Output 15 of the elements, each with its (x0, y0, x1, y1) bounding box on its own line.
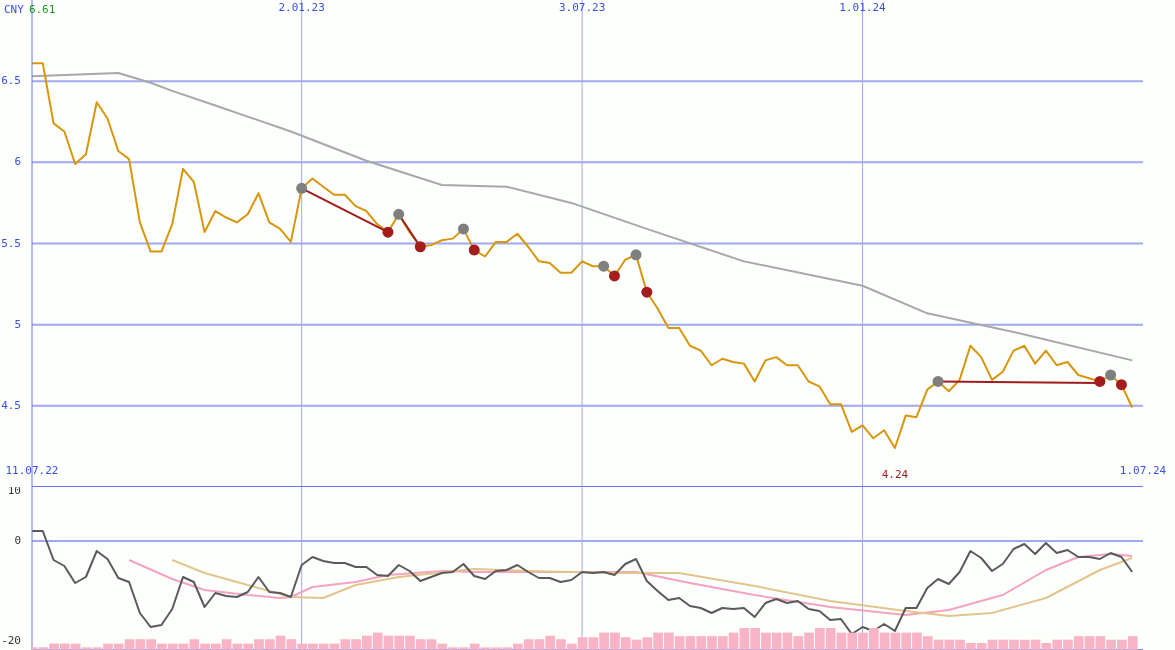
annotation: 6.61 (28, 3, 56, 16)
x-tick-label: 1.07.24 (1119, 464, 1167, 477)
y-tick-label: 6 (14, 155, 21, 169)
x2-tick-label: 1.01.24 (839, 0, 887, 14)
y-tick-label: 4.5 (1, 398, 21, 412)
x-tick-label: 11.07.22 (5, 464, 59, 477)
x2-tick-label: 3.07.23 (558, 0, 606, 14)
y-axis-title: CNY (4, 3, 24, 16)
y-tick-label: 5 (14, 317, 21, 331)
annotation: 4.24 (881, 467, 909, 481)
y-tick-label: 6.5 (1, 74, 21, 88)
x2-tick-label: 2.01.23 (278, 0, 325, 14)
y-tick-label: -20 (1, 634, 21, 647)
y-tick-label: 0 (14, 534, 21, 547)
y-tick-label: 5.5 (1, 236, 21, 250)
